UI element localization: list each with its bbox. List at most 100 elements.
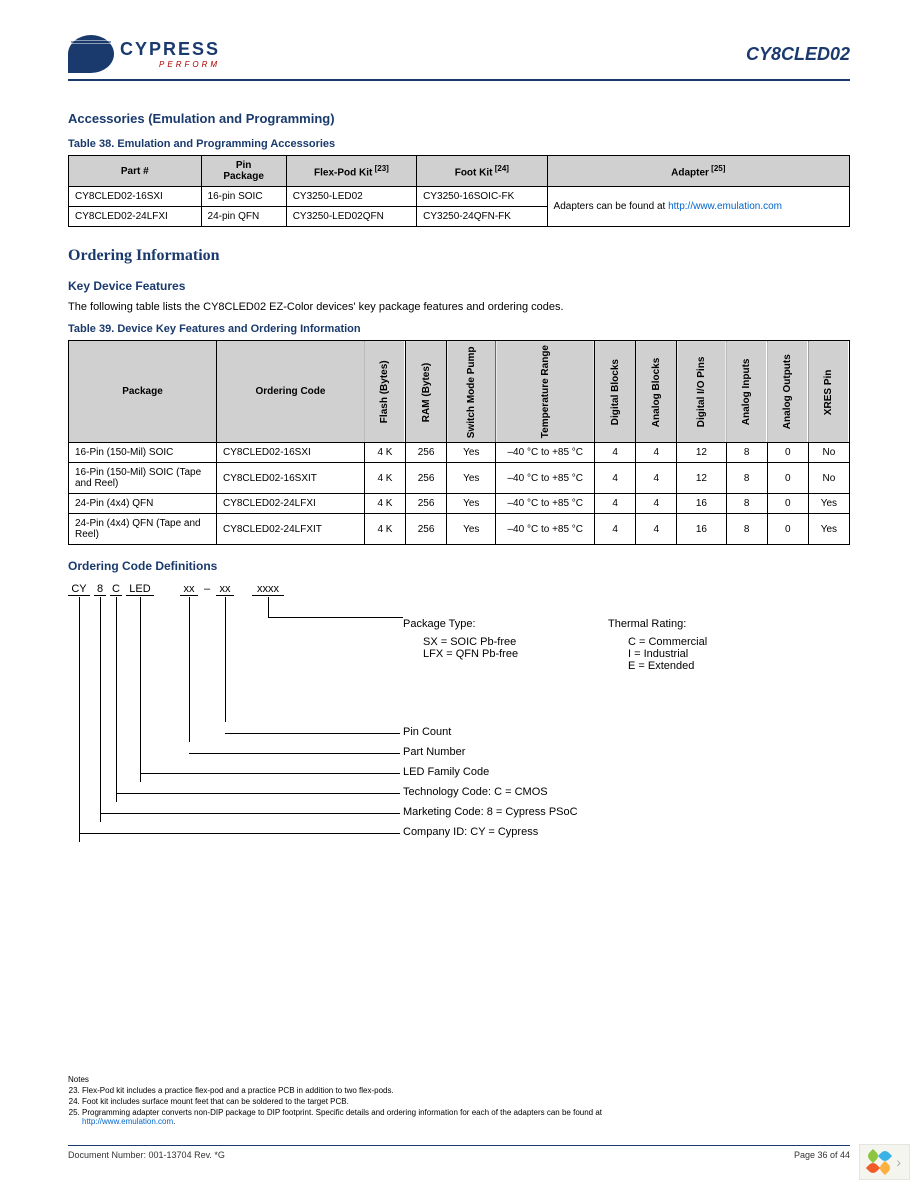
table-cell: 4 — [595, 463, 636, 494]
table39-col: Flash (Bytes) — [364, 341, 405, 443]
code-segment: xx — [216, 583, 234, 596]
table-cell: 4 K — [364, 463, 405, 494]
ocd-label: Marketing Code: 8 = Cypress PSoC — [403, 806, 578, 818]
table-cell: 4 K — [364, 494, 405, 514]
code-segment — [158, 583, 176, 595]
notes-block: Notes Flex-Pod kit includes a practice f… — [68, 1075, 850, 1128]
table-cell: CY3250-16SOIC-FK — [417, 187, 547, 207]
note-item: Flex-Pod kit includes a practice flex-po… — [82, 1086, 850, 1095]
package-type-label: Package Type: — [403, 618, 518, 630]
table-cell: –40 °C to +85 °C — [496, 463, 595, 494]
table39-col: Digital I/O Pins — [677, 341, 726, 443]
table-cell: 4 K — [364, 443, 405, 463]
table39: PackageOrdering CodeFlash (Bytes)RAM (By… — [68, 340, 850, 545]
table-cell: No — [808, 463, 849, 494]
table-cell: 4 — [595, 514, 636, 545]
table-cell: 256 — [406, 494, 447, 514]
table38-col: PinPackage — [201, 156, 286, 187]
thermal-i: I = Industrial — [628, 648, 707, 660]
table-cell: 24-Pin (4x4) QFN — [69, 494, 217, 514]
table-cell: Yes — [447, 463, 496, 494]
table39-col: Package — [69, 341, 217, 443]
table38: Part #PinPackageFlex-Pod Kit [23]Foot Ki… — [68, 155, 850, 227]
section-accessories-title: Accessories (Emulation and Programming) — [68, 111, 850, 126]
note-item: Foot kit includes surface mount feet tha… — [82, 1097, 850, 1106]
table-cell: 16-Pin (150-Mil) SOIC — [69, 443, 217, 463]
table-cell: –40 °C to +85 °C — [496, 514, 595, 545]
code-segment — [238, 583, 248, 595]
table-cell: 256 — [406, 443, 447, 463]
table-cell: Yes — [447, 443, 496, 463]
emulation-link[interactable]: http://www.emulation.com — [668, 201, 782, 212]
ordering-code-def-title: Ordering Code Definitions — [68, 559, 850, 573]
table-cell: Yes — [808, 494, 849, 514]
logo-mark-icon — [68, 35, 114, 73]
page-footer: Document Number: 001-13704 Rev. *G Page … — [68, 1145, 850, 1160]
page-number: Page 36 of 44 — [794, 1150, 850, 1160]
logo-subtext: PERFORM — [120, 60, 220, 69]
table-cell: 0 — [767, 494, 808, 514]
table-cell: 8 — [726, 443, 767, 463]
next-arrow-icon[interactable]: › — [896, 1154, 901, 1170]
table39-col: RAM (Bytes) — [406, 341, 447, 443]
petal-icon — [868, 1151, 890, 1173]
package-sx: SX = SOIC Pb-free — [423, 636, 518, 648]
table-cell: CY8CLED02-24LFXI — [216, 494, 364, 514]
code-segment: 8 — [94, 583, 106, 596]
table-cell: –40 °C to +85 °C — [496, 443, 595, 463]
ocd-label: Pin Count — [403, 726, 451, 738]
table-cell: 4 — [636, 514, 677, 545]
table38-col: Foot Kit [24] — [417, 156, 547, 187]
ordering-info-title: Ordering Information — [68, 247, 850, 265]
table-cell: 256 — [406, 514, 447, 545]
table38-col: Part # — [69, 156, 202, 187]
table-cell: Yes — [447, 494, 496, 514]
table-row: 16-Pin (150-Mil) SOICCY8CLED02-16SXI4 K2… — [69, 443, 850, 463]
table39-col: Analog Outputs — [767, 341, 808, 443]
table39-col: Ordering Code — [216, 341, 364, 443]
thermal-rating-label: Thermal Rating: — [608, 618, 707, 630]
code-segment: – — [202, 583, 212, 595]
corner-widget[interactable]: › — [859, 1144, 910, 1180]
table-cell: 16 — [677, 494, 726, 514]
table-cell: 16-pin SOIC — [201, 187, 286, 207]
code-segment: LED — [126, 583, 154, 596]
key-features-title: Key Device Features — [68, 279, 850, 293]
table-cell: 12 — [677, 463, 726, 494]
ordering-code-diagram: CY 8C LED xx–xx xxxx Package Type: SX = SO… — [68, 583, 850, 843]
table-cell: CY8CLED02-24LFXI — [69, 207, 202, 227]
table-cell: CY8CLED02-16SXI — [69, 187, 202, 207]
table38-col: Flex-Pod Kit [23] — [286, 156, 416, 187]
part-number-title: CY8CLED02 — [746, 44, 850, 65]
table39-col: Digital Blocks — [595, 341, 636, 443]
code-segment: xxxx — [252, 583, 284, 596]
table-cell: 8 — [726, 463, 767, 494]
code-segment: xx — [180, 583, 198, 596]
ordering-intro: The following table lists the CY8CLED02 … — [68, 301, 850, 313]
table-cell: 12 — [677, 443, 726, 463]
code-segment: CY — [68, 583, 90, 596]
table39-caption: Table 39. Device Key Features and Orderi… — [68, 323, 850, 335]
package-lfx: LFX = QFN Pb-free — [423, 648, 518, 660]
table-cell: 4 — [636, 443, 677, 463]
table-cell: No — [808, 443, 849, 463]
adapter-cell: Adapters can be found at http://www.emul… — [547, 187, 849, 227]
notes-title: Notes — [68, 1075, 850, 1084]
table-cell: 24-Pin (4x4) QFN (Tape and Reel) — [69, 514, 217, 545]
table-cell: 0 — [767, 514, 808, 545]
table-cell: CY8CLED02-24LFXIT — [216, 514, 364, 545]
thermal-e: E = Extended — [628, 660, 707, 672]
table-row: 16-Pin (150-Mil) SOIC (Tape and Reel)CY8… — [69, 463, 850, 494]
table-cell: 4 — [595, 494, 636, 514]
table-cell: 24-pin QFN — [201, 207, 286, 227]
table-row: CY8CLED02-16SXI16-pin SOICCY3250-LED02CY… — [69, 187, 850, 207]
table-row: 24-Pin (4x4) QFN (Tape and Reel)CY8CLED0… — [69, 514, 850, 545]
table-cell: 4 — [636, 463, 677, 494]
note-link[interactable]: http://www.emulation.com — [82, 1117, 173, 1126]
table-cell: 16 — [677, 514, 726, 545]
ocd-label: Technology Code: C = CMOS — [403, 786, 548, 798]
code-segment: C — [110, 583, 122, 596]
table-cell: Yes — [447, 514, 496, 545]
table38-col: Adapter [25] — [547, 156, 849, 187]
table-cell: 4 — [636, 494, 677, 514]
